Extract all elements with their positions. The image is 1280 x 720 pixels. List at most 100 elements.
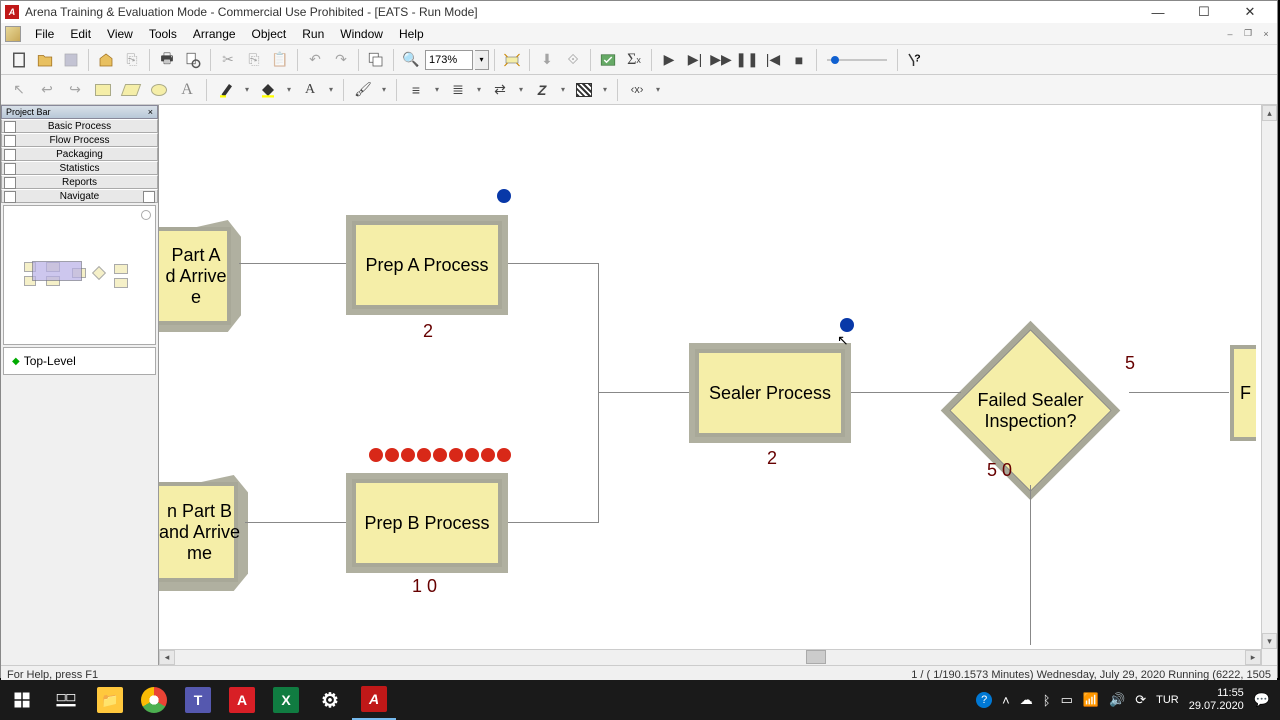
brush-icon[interactable]: 🖌: [351, 78, 375, 102]
taskbar-settings[interactable]: ⚙: [308, 680, 352, 720]
zoom-input[interactable]: 173%: [425, 50, 473, 70]
minimize-button[interactable]: —: [1145, 3, 1171, 21]
taskbar-explorer[interactable]: 📁: [88, 680, 132, 720]
scrollbar-horizontal[interactable]: ◂ ▸: [159, 649, 1261, 665]
variable-icon[interactable]: ‹x›: [625, 78, 649, 102]
submodel-icon[interactable]: [500, 48, 524, 72]
arrows-icon[interactable]: ⇄: [488, 78, 512, 102]
tray-onedrive-icon[interactable]: ☁: [1020, 692, 1033, 708]
minimap-toggle-icon[interactable]: [141, 210, 151, 220]
menu-edit[interactable]: Edit: [62, 25, 99, 43]
taskbar[interactable]: 📁 T A X ⚙ A ? ˄ ☁ ᛒ ▭ 📶 🔊 ⟳ TUR 11:55 29…: [0, 680, 1280, 720]
font-color-icon[interactable]: A: [298, 78, 322, 102]
scrollbar-vertical[interactable]: ▴ ▾: [1261, 105, 1277, 665]
line-style-icon[interactable]: ≣: [446, 78, 470, 102]
connect-icon[interactable]: ⟐: [561, 48, 585, 72]
menu-arrange[interactable]: Arrange: [185, 25, 244, 43]
tray-notifications-icon[interactable]: 💬: [1254, 692, 1270, 708]
zigzag-icon[interactable]: Z: [530, 78, 554, 102]
new-file-icon[interactable]: [7, 48, 31, 72]
menu-object[interactable]: Object: [244, 25, 295, 43]
taskbar-chrome[interactable]: [132, 680, 176, 720]
minimap-viewport[interactable]: [32, 261, 82, 281]
scroll-thumb[interactable]: [806, 650, 826, 664]
hatch-icon[interactable]: [572, 78, 596, 102]
stop-icon[interactable]: ■: [787, 48, 811, 72]
node-part-b-arrive[interactable]: n Part B and Arrive me: [159, 482, 238, 582]
task-view-icon[interactable]: [44, 680, 88, 720]
system-tray[interactable]: ? ˄ ☁ ᛒ ▭ 📶 🔊 ⟳ TUR 11:55 29.07.2020 💬: [966, 687, 1280, 713]
node-prep-a-process[interactable]: Prep A Process: [352, 221, 502, 309]
cut-icon[interactable]: ✂: [216, 48, 240, 72]
tray-volume-icon[interactable]: 🔊: [1109, 692, 1125, 708]
pause-icon[interactable]: ❚❚: [735, 48, 759, 72]
tray-language[interactable]: TUR: [1156, 694, 1179, 706]
project-bar-close-icon[interactable]: ×: [148, 107, 153, 117]
mdi-restore-button[interactable]: ❐: [1241, 27, 1255, 41]
sidebar-navigate[interactable]: Navigate: [1, 189, 158, 203]
node-failed-sealer-decision[interactable]: Failed Sealer Inspection?: [953, 333, 1108, 488]
node-partial-right[interactable]: F: [1230, 345, 1256, 441]
play-icon[interactable]: ▶: [657, 48, 681, 72]
rectangle-icon[interactable]: [91, 78, 115, 102]
check-model-icon[interactable]: [596, 48, 620, 72]
skip-back-icon[interactable]: |◀: [761, 48, 785, 72]
highlight-icon[interactable]: [214, 78, 238, 102]
magnify-icon[interactable]: 🔍: [399, 48, 423, 72]
scroll-down-icon[interactable]: ▾: [1262, 633, 1277, 649]
nav-top-level[interactable]: ◆ Top-Level: [3, 347, 156, 375]
mdi-close-button[interactable]: ×: [1259, 27, 1273, 41]
save-icon[interactable]: [59, 48, 83, 72]
attach-icon[interactable]: [94, 48, 118, 72]
scroll-right-icon[interactable]: ▸: [1245, 650, 1261, 665]
scroll-left-icon[interactable]: ◂: [159, 650, 175, 665]
link-icon[interactable]: ⎘: [120, 48, 144, 72]
taskbar-arena[interactable]: A: [352, 680, 396, 720]
maximize-button[interactable]: ☐: [1191, 3, 1217, 21]
redo-icon[interactable]: ↷: [329, 48, 353, 72]
tray-help-icon[interactable]: ?: [976, 692, 992, 708]
menu-help[interactable]: Help: [391, 25, 432, 43]
tray-chevron-icon[interactable]: ˄: [1002, 693, 1010, 708]
menu-tools[interactable]: Tools: [141, 25, 185, 43]
line-weight-icon[interactable]: ≡: [404, 78, 428, 102]
connect-down-icon[interactable]: ⬇: [535, 48, 559, 72]
step-icon[interactable]: ▶|: [683, 48, 707, 72]
print-preview-icon[interactable]: [181, 48, 205, 72]
zoom-dropdown[interactable]: ▾: [475, 50, 489, 70]
sidebar-reports[interactable]: Reports: [1, 175, 158, 189]
node-prep-b-process[interactable]: Prep B Process: [352, 479, 502, 567]
close-button[interactable]: ✕: [1237, 3, 1263, 21]
sigma-icon[interactable]: Σx: [622, 48, 646, 72]
polygon-icon[interactable]: [119, 78, 143, 102]
copy-icon[interactable]: ⎘: [242, 48, 266, 72]
speed-slider[interactable]: [822, 48, 892, 72]
pointer-icon[interactable]: ↖: [7, 78, 31, 102]
node-sealer-process[interactable]: Sealer Process: [695, 349, 845, 437]
tray-wifi-icon[interactable]: 📶: [1083, 692, 1099, 708]
mdi-minimize-button[interactable]: –: [1223, 27, 1237, 41]
minimap[interactable]: [3, 205, 156, 345]
sidebar-packaging[interactable]: Packaging: [1, 147, 158, 161]
taskbar-excel[interactable]: X: [264, 680, 308, 720]
paste-icon[interactable]: 📋: [268, 48, 292, 72]
model-canvas[interactable]: Part A d Arrive e n Part B and Arrive me…: [159, 105, 1277, 665]
taskbar-acrobat[interactable]: A: [220, 680, 264, 720]
print-icon[interactable]: 🖶: [155, 48, 179, 72]
text-icon[interactable]: A: [175, 78, 199, 102]
fill-icon[interactable]: [256, 78, 280, 102]
menu-window[interactable]: Window: [332, 25, 391, 43]
node-part-a-arrive[interactable]: Part A d Arrive e: [159, 227, 231, 325]
menu-view[interactable]: View: [99, 25, 141, 43]
menu-run[interactable]: Run: [294, 25, 332, 43]
sidebar-statistics[interactable]: Statistics: [1, 161, 158, 175]
arrow-fwd-icon[interactable]: ↪: [63, 78, 87, 102]
taskbar-teams[interactable]: T: [176, 680, 220, 720]
start-button[interactable]: [0, 680, 44, 720]
open-file-icon[interactable]: [33, 48, 57, 72]
tray-battery-icon[interactable]: ▭: [1061, 692, 1073, 708]
ellipse-icon[interactable]: [147, 78, 171, 102]
tray-bluetooth-icon[interactable]: ᛒ: [1043, 693, 1051, 708]
undo-icon[interactable]: ↶: [303, 48, 327, 72]
menu-file[interactable]: File: [27, 25, 62, 43]
